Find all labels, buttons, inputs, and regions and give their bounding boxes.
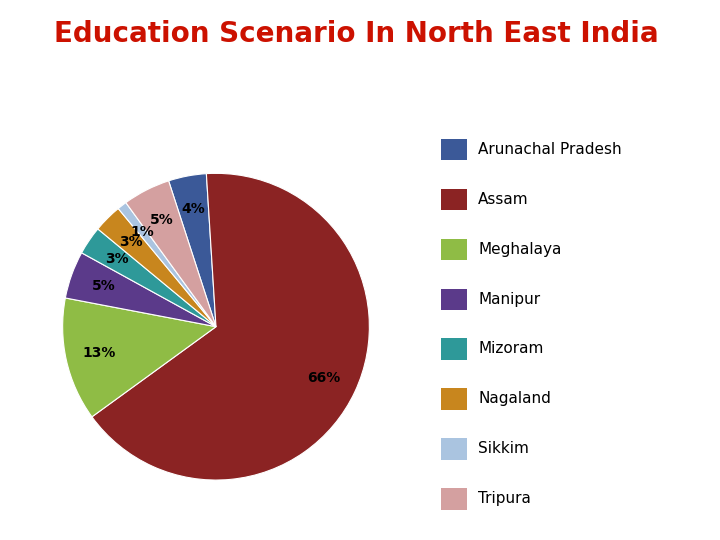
Text: Mizoram: Mizoram [478, 341, 544, 356]
Bar [441, 339, 467, 360]
Text: 1%: 1% [131, 225, 155, 239]
Text: 5%: 5% [91, 279, 115, 293]
Wedge shape [81, 229, 216, 327]
Text: 13%: 13% [83, 346, 116, 360]
Wedge shape [92, 173, 369, 480]
Wedge shape [168, 174, 216, 327]
Bar [441, 188, 467, 210]
Text: Number of schools in NE states: Number of schools in NE states [209, 94, 626, 119]
Text: Tripura: Tripura [478, 491, 531, 507]
Text: Manipur: Manipur [478, 292, 540, 307]
Text: Nagaland: Nagaland [478, 392, 551, 407]
Bar [441, 388, 467, 410]
Text: Arunachal Pradesh: Arunachal Pradesh [478, 141, 621, 157]
Text: 3%: 3% [105, 253, 129, 266]
Text: Sikkim: Sikkim [478, 442, 529, 456]
Text: 66%: 66% [307, 370, 341, 384]
Bar [441, 288, 467, 310]
Wedge shape [126, 181, 216, 327]
Wedge shape [98, 208, 216, 327]
Bar [441, 239, 467, 260]
Text: Meghalaya: Meghalaya [478, 241, 562, 256]
Wedge shape [66, 253, 216, 327]
Bar [441, 489, 467, 510]
Text: 5%: 5% [150, 213, 174, 227]
Text: Education Scenario In North East India: Education Scenario In North East India [54, 20, 659, 48]
Bar [441, 139, 467, 160]
Text: 3%: 3% [120, 235, 143, 249]
Wedge shape [63, 298, 216, 417]
Text: 4%: 4% [181, 202, 205, 216]
Bar [441, 438, 467, 460]
Text: Assam: Assam [478, 192, 528, 206]
Wedge shape [118, 202, 216, 327]
